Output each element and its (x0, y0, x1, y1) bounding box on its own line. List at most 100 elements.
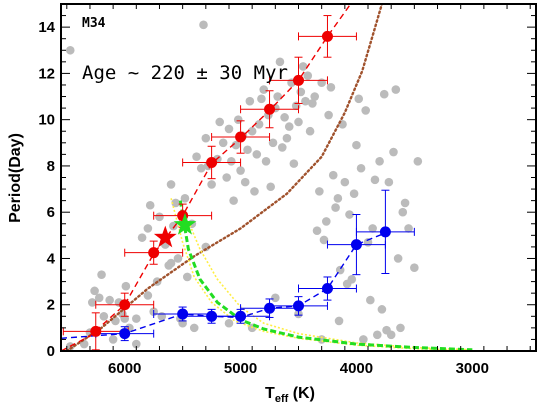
gray-point (245, 96, 255, 106)
gray-point (347, 274, 357, 284)
gray-point (326, 82, 336, 92)
x-tick-label: 4000 (340, 360, 373, 377)
blue-point (264, 302, 276, 314)
gray-point (340, 177, 350, 187)
gray-point (413, 157, 423, 166)
yellow-lower-line (170, 198, 473, 351)
gray-point (400, 198, 410, 208)
blue-point (293, 300, 304, 312)
yellow-upper-line (187, 221, 473, 351)
gray-point (322, 217, 331, 226)
gray-point (280, 113, 289, 122)
gray-point (224, 124, 234, 134)
gray-point (201, 133, 211, 143)
gray-point (155, 212, 164, 222)
gray-point (345, 210, 354, 219)
gray-point (233, 115, 243, 124)
gray-point (384, 177, 394, 187)
gray-point (143, 224, 153, 233)
gray-point (372, 330, 382, 340)
red-point (119, 299, 131, 311)
gray-point (368, 224, 377, 233)
blue-point (379, 226, 391, 238)
gray-point (275, 57, 285, 67)
gray-point (319, 235, 329, 245)
gray-point (259, 85, 269, 94)
gray-point (284, 122, 294, 131)
gray-point (227, 157, 236, 166)
gray-point (143, 291, 153, 300)
gray-point (301, 96, 310, 106)
gray-point (215, 117, 225, 127)
blue-point (321, 283, 333, 295)
gray-point (312, 226, 322, 236)
y-axis-title: Period(Day) (7, 133, 24, 223)
gray-point (99, 312, 109, 321)
gray-point (224, 318, 234, 328)
gray-point (145, 200, 155, 210)
gray-point (240, 177, 250, 187)
gray-point (257, 94, 266, 104)
gray-point (201, 242, 211, 252)
red-point (206, 156, 218, 168)
red-point (321, 30, 333, 42)
gray-point (377, 305, 387, 314)
gray-point (196, 163, 206, 173)
gray-point (305, 126, 315, 136)
gray-point (391, 85, 401, 94)
red-point (148, 247, 160, 259)
y-tick-label: 2 (47, 297, 55, 314)
brown-isochrone-line (65, 4, 384, 351)
y-tick-label: 12 (38, 65, 55, 82)
gray-point (166, 258, 176, 268)
gray-point (173, 254, 183, 263)
gray-point (268, 138, 278, 148)
gray-point (94, 293, 104, 303)
gray-point (132, 339, 141, 349)
gray-point (111, 316, 120, 326)
gray-point (171, 198, 180, 208)
gray-point (132, 314, 141, 323)
x-tick-label: 5000 (224, 360, 257, 377)
gray-point (108, 335, 118, 344)
blue-point (235, 310, 247, 322)
gray-point (389, 147, 398, 157)
y-tick-label: 0 (47, 343, 55, 360)
plot-frame (60, 3, 537, 352)
gray-point (317, 78, 326, 87)
green-fit-line (178, 200, 473, 351)
gray-point (352, 140, 361, 150)
gray-point (277, 143, 287, 152)
age-annotation: Age ~ 220 ± 30 Myr (82, 62, 288, 84)
gray-point (386, 330, 396, 340)
blue-point (119, 328, 131, 340)
gray-point (370, 175, 380, 185)
gray-point (333, 194, 343, 203)
y-tick-label: 4 (47, 250, 56, 267)
red-star-marker (153, 225, 177, 248)
gray-point (294, 117, 303, 127)
gray-point (166, 180, 176, 189)
gray-point (199, 20, 208, 30)
blue-point (206, 310, 218, 322)
gray-point (231, 140, 241, 150)
gray-point (121, 281, 131, 291)
x-tick-label: 6000 (108, 360, 141, 377)
gray-point (359, 335, 368, 344)
gray-point (315, 187, 324, 196)
gray-point (404, 224, 413, 233)
gray-point (308, 99, 317, 108)
red-point (264, 103, 276, 115)
green-star-marker (173, 212, 197, 235)
blue-fit-line (61, 232, 386, 339)
gray-point (90, 286, 99, 296)
gray-point (398, 207, 408, 217)
red-point (235, 131, 247, 143)
gray-point (192, 152, 201, 161)
gray-point (207, 180, 216, 189)
blue-point (177, 308, 189, 320)
y-tick-label: 10 (38, 112, 55, 129)
gray-point (328, 170, 338, 180)
gray-point (410, 263, 419, 273)
gray-point (289, 159, 299, 168)
